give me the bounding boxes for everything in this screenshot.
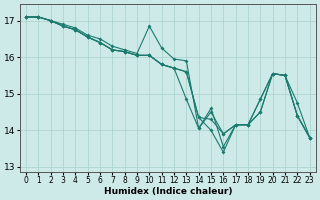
X-axis label: Humidex (Indice chaleur): Humidex (Indice chaleur) <box>104 187 232 196</box>
